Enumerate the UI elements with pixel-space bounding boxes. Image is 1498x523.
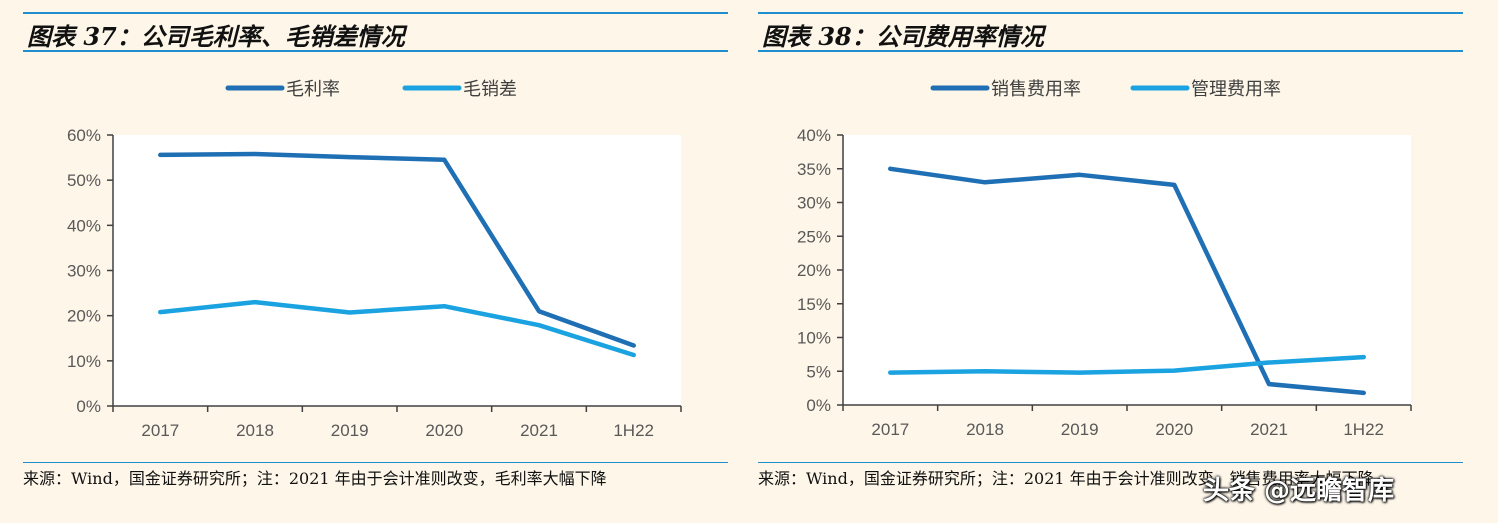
data-point — [631, 352, 636, 357]
y-tick-label: 30% — [67, 262, 101, 281]
x-tick-label: 1H22 — [613, 421, 654, 440]
data-point — [888, 370, 893, 375]
y-tick-label: 25% — [797, 227, 831, 246]
series-line-1 — [888, 354, 1366, 375]
x-tick-label: 2017 — [141, 421, 179, 440]
y-tick-label: 20% — [797, 261, 831, 280]
y-tick-label: 0% — [76, 397, 101, 416]
legend-label-0: 毛利率 — [286, 79, 340, 100]
x-tick-label: 2019 — [1061, 420, 1099, 439]
data-point — [1267, 360, 1271, 365]
series-line-0 — [158, 151, 636, 348]
data-point — [631, 343, 636, 348]
series-line-1 — [158, 299, 636, 358]
data-point — [253, 151, 257, 156]
data-point — [537, 309, 541, 314]
data-point — [1077, 172, 1082, 177]
plot-area — [113, 135, 681, 406]
y-tick-label: 20% — [67, 307, 101, 326]
chart-title-bar: 图表 38：公司费用率情况 — [758, 12, 1463, 52]
legend-label-1: 毛销差 — [463, 79, 517, 100]
data-point — [1267, 382, 1271, 387]
chart-title: 图表 37：公司毛利率、毛销差情况 — [27, 22, 405, 51]
data-point — [158, 310, 163, 315]
data-point — [253, 300, 257, 305]
x-tick-label: 2019 — [331, 421, 369, 440]
x-tick-label: 2017 — [871, 420, 909, 439]
y-tick-label: 60% — [67, 126, 101, 145]
line-chart-expense-ratio: 销售费用率 管理费用率 0% 5% 10% 15% 20% 25% 30% 35% 40% 2017 2… — [797, 79, 1412, 439]
data-point — [983, 180, 987, 185]
legend-label-1: 管理费用率 — [1191, 79, 1281, 100]
y-tick-label: 10% — [797, 329, 831, 348]
line-chart-gross-margin: 毛利率 毛销差 0% 10% 20% 30% 40% 50% 60% 2017 2018 2019 20… — [67, 79, 682, 440]
y-tick-label: 35% — [797, 160, 831, 179]
data-point — [1172, 368, 1177, 373]
data-point — [442, 157, 447, 162]
data-point — [347, 155, 352, 160]
x-tick-label: 2020 — [425, 421, 463, 440]
y-tick-label: 5% — [806, 362, 831, 381]
data-point — [1077, 370, 1082, 375]
x-tick-label: 1H22 — [1343, 420, 1384, 439]
series-line-0 — [888, 166, 1366, 396]
chart-panel-gross-margin: 图表 37：公司毛利率、毛销差情况 毛利率 毛销差 0% 10% 20% 30% 40% 50… — [23, 0, 728, 523]
chart-panel-expense-ratio: 图表 38：公司费用率情况 销售费用率 管理费用率 0% 5% 10% 15% 20% 25%… — [758, 0, 1463, 523]
y-tick-label: 10% — [67, 352, 101, 371]
x-tick-label: 2018 — [966, 420, 1004, 439]
chart-title: 图表 38：公司费用率情况 — [762, 22, 1044, 51]
data-point — [158, 152, 163, 157]
legend-label-0: 销售费用率 — [991, 79, 1081, 100]
y-tick-label: 40% — [67, 216, 101, 235]
x-tick-label: 2021 — [1250, 420, 1288, 439]
x-tick-label: 2020 — [1155, 420, 1193, 439]
chart-title-bar: 图表 37：公司毛利率、毛销差情况 — [23, 12, 728, 52]
x-tick-label: 2018 — [236, 421, 274, 440]
y-tick-label: 30% — [797, 194, 831, 213]
data-point — [1361, 390, 1366, 395]
y-tick-label: 0% — [806, 396, 831, 415]
data-point — [983, 369, 987, 374]
y-tick-label: 15% — [797, 295, 831, 314]
data-point — [442, 304, 447, 309]
data-point — [1361, 355, 1366, 360]
data-point — [347, 310, 352, 315]
y-tick-label: 50% — [67, 171, 101, 190]
y-tick-label: 40% — [797, 126, 831, 145]
data-point — [537, 323, 541, 328]
data-point — [888, 166, 893, 171]
x-tick-label: 2021 — [520, 421, 558, 440]
watermark: 头条 @远瞻智库 — [1203, 476, 1395, 506]
source-note: 来源：Wind，国金证券研究所；注：2021 年由于会计准则改变，毛利率大幅下降 — [23, 462, 728, 523]
source-note: 来源：Wind，国金证券研究所；注：2021 年由于会计准则改变，销售费用率大幅… — [758, 462, 1463, 523]
data-point — [1172, 182, 1177, 187]
